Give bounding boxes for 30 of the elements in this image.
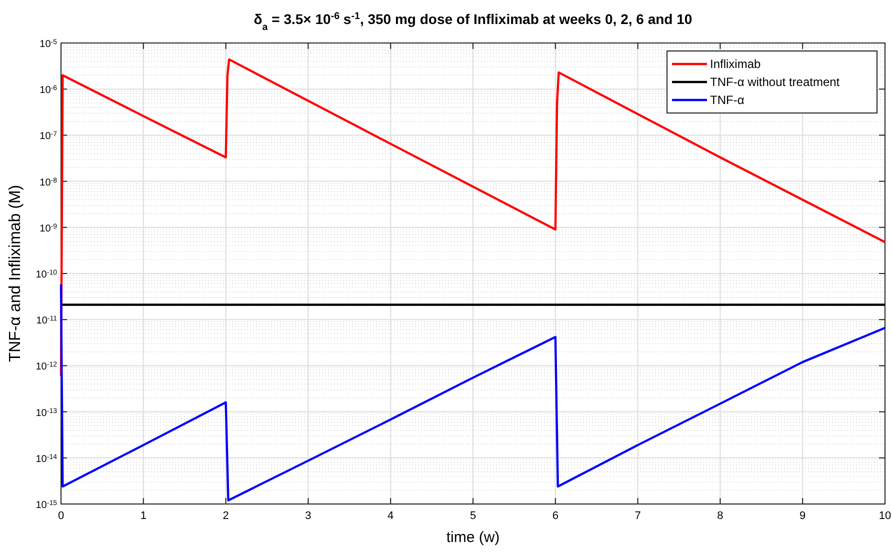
x-tick-label: 3 — [305, 510, 312, 522]
x-tick-label: 0 — [58, 510, 64, 522]
x-tick-label: 7 — [634, 510, 641, 522]
legend-label: Infliximab — [710, 57, 762, 71]
legend-label: TNF-α without treatment — [710, 75, 840, 89]
chart-title: δ$_{a}$ = 3.5× 10$^{-6}$ s$^{-1}$, 350 mg dose of Infliximab at weeks 0, 2, 6 and 10 — [254, 10, 692, 32]
x-tick-label: 9 — [800, 510, 806, 522]
line-series — [60, 283, 886, 502]
x-tick-label: 2 — [222, 510, 229, 522]
y-tick-label: 10$^{-6}$ — [40, 84, 58, 96]
x-tick-label: 8 — [717, 510, 724, 522]
legend-label: TNF-α — [710, 93, 744, 107]
x-tick-label: 1 — [140, 510, 146, 522]
x-tick-label: 5 — [470, 510, 476, 522]
y-tick-label: 10$^{-14}$ — [36, 453, 58, 465]
y-axis-title: TNF-α and Infliximab (M) — [7, 184, 24, 362]
y-tick-label: 10$^{-11}$ — [36, 315, 58, 327]
x-tick-label: 4 — [388, 510, 394, 522]
y-tick-label: 10$^{-15}$ — [36, 500, 58, 511]
x-axis-title: time (w) — [446, 529, 500, 546]
y-tick-label: 10$^{-8}$ — [40, 176, 58, 188]
y-tick-label: 10$^{-10}$ — [36, 269, 58, 280]
x-tick-label: 10 — [878, 510, 892, 522]
x-tick-label: 6 — [552, 510, 558, 522]
y-tick-label: 10$^{-7}$ — [40, 130, 58, 142]
y-tick-label: 10$^{-13}$ — [36, 407, 58, 419]
y-tick-label: 10$^{-5}$ — [40, 38, 58, 50]
y-tick-label: 10$^{-9}$ — [40, 222, 58, 234]
line-series — [60, 58, 886, 378]
y-tick-label: 10$^{-12}$ — [36, 361, 58, 373]
